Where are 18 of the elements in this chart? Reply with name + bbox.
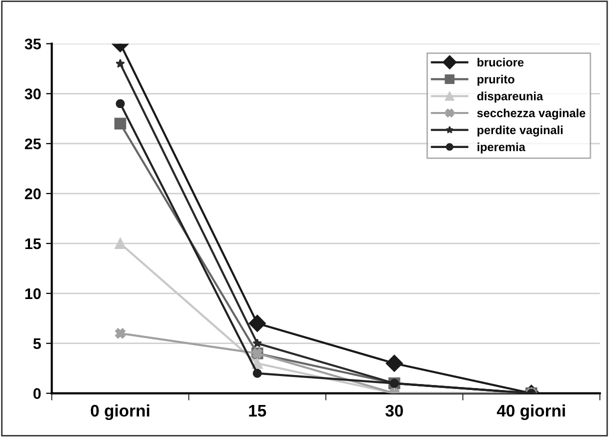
legend-label: secchezza vaginale <box>477 108 586 120</box>
legend-label: dispareunia <box>477 92 544 103</box>
legend-label: perdite vaginali <box>478 126 563 137</box>
legend-label: prurito <box>478 74 514 86</box>
y-tick-label: 5 <box>33 338 41 350</box>
y-tick-label: 10 <box>25 288 41 300</box>
x-tick-label: 30 <box>385 404 403 417</box>
y-tick-label: 15 <box>25 238 41 250</box>
y-tick-label: 0 <box>33 388 41 399</box>
x-tick-label: 40 giorni <box>496 404 565 420</box>
x-tick-label: 15 <box>249 405 266 417</box>
y-tick-label: 25 <box>24 138 41 150</box>
y-tick-label: 30 <box>24 88 41 100</box>
x-tick-label: 0 giorni <box>90 404 150 420</box>
y-tick-label: 35 <box>24 38 41 50</box>
y-tick-label: 20 <box>24 188 41 200</box>
legend-label: iperemia <box>478 142 526 154</box>
legend-label: bruciore <box>478 58 524 67</box>
